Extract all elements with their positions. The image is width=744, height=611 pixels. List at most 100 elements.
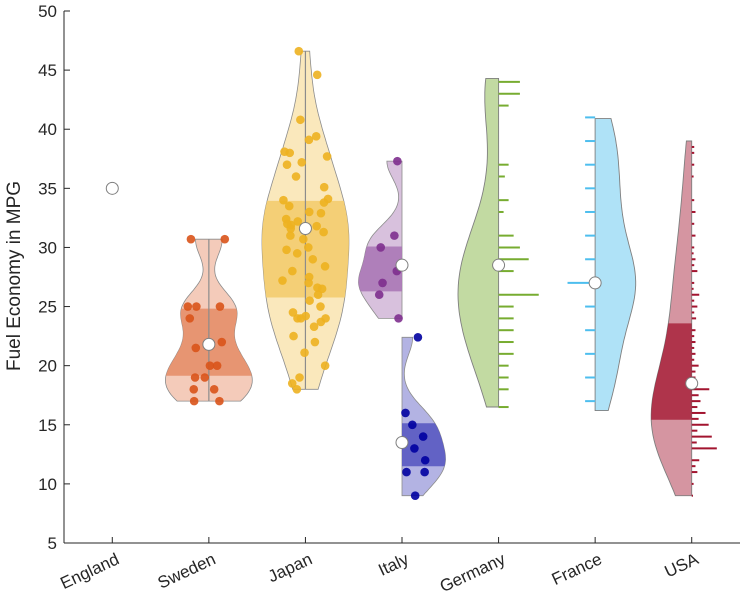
median-marker-sweden [202, 337, 216, 351]
y-tick-label: 10 [38, 475, 57, 494]
data-point [278, 276, 287, 285]
data-point [378, 278, 387, 288]
violin-usa [650, 140, 693, 497]
data-point [287, 379, 297, 388]
data-point [304, 278, 313, 288]
data-point [183, 302, 193, 311]
data-point [292, 249, 302, 258]
data-point [309, 322, 319, 331]
data-point [410, 491, 420, 501]
data-point [374, 290, 384, 300]
data-point [420, 467, 429, 477]
data-point [282, 245, 291, 255]
data-point [410, 444, 419, 453]
data-point [304, 135, 314, 145]
y-tick-label: 50 [38, 2, 57, 21]
data-point [312, 70, 322, 80]
data-point [408, 420, 417, 430]
median-marker-germany [492, 258, 506, 272]
data-point [320, 262, 330, 271]
y-tick-label: 40 [38, 120, 57, 139]
data-point [320, 361, 330, 370]
data-point [311, 132, 321, 141]
x-tick-label-italy: Italy [375, 549, 412, 580]
data-point [418, 432, 428, 441]
y-tick-label: 5 [48, 534, 57, 553]
data-point [192, 302, 201, 311]
data-point [402, 467, 411, 477]
data-point [289, 331, 298, 341]
x-tick-label-usa: USA [662, 549, 702, 581]
data-point [376, 243, 386, 252]
plot-area [105, 46, 717, 501]
data-point [285, 148, 295, 158]
data-point [282, 160, 292, 169]
data-point [212, 361, 222, 370]
data-point [303, 243, 313, 252]
data-point [295, 373, 304, 382]
data-point [284, 201, 294, 211]
median-marker-japan [298, 222, 312, 236]
x-tick-label-france: France [549, 549, 605, 589]
y-tick-label: 15 [38, 416, 57, 435]
median-marker-usa [685, 376, 699, 390]
data-point [185, 314, 195, 323]
data-point [288, 266, 297, 276]
data-point [296, 314, 306, 323]
data-point [191, 343, 201, 353]
data-point [205, 361, 215, 370]
data-point [220, 234, 230, 244]
median-marker-england [105, 181, 119, 195]
data-point [300, 348, 309, 357]
data-point [189, 385, 199, 394]
x-tick-label-england: England [57, 549, 122, 593]
iqr-band-usa [651, 323, 692, 420]
iqr-band-italy-lower-group- [402, 423, 446, 467]
data-point [319, 182, 329, 192]
data-point [215, 396, 224, 406]
data-point [200, 373, 210, 382]
data-point [190, 373, 200, 382]
data-point [308, 254, 318, 264]
y-axis-title: Fuel Economy in MPG [4, 181, 25, 371]
data-point [319, 198, 329, 207]
violin-france [594, 118, 637, 412]
data-point [294, 46, 304, 56]
data-point [286, 224, 296, 233]
data-point [291, 172, 301, 181]
y-tick-label: 45 [38, 61, 57, 80]
data-point [304, 207, 314, 217]
data-point [393, 156, 402, 166]
data-point [319, 227, 328, 237]
data-point [313, 290, 323, 300]
data-point [279, 195, 288, 205]
y-tick-label: 30 [38, 238, 57, 257]
data-point [293, 217, 303, 226]
data-point [215, 302, 225, 311]
data-point [401, 408, 410, 418]
x-tick-label-sweden: Sweden [155, 549, 219, 592]
data-point [316, 317, 326, 327]
y-tick-label: 20 [38, 357, 57, 376]
data-point [292, 385, 302, 394]
data-point [209, 385, 219, 394]
data-point [316, 302, 325, 311]
data-point [186, 234, 196, 244]
x-tick-label-japan: Japan [265, 549, 315, 586]
violin-germany [457, 77, 500, 408]
data-point [299, 234, 308, 244]
data-point [305, 296, 314, 305]
data-point [316, 208, 326, 218]
data-point [390, 231, 399, 240]
data-point [189, 396, 199, 406]
data-point [420, 455, 430, 465]
median-marker-italy [395, 258, 409, 272]
data-point [413, 332, 423, 342]
median-marker-italy-lower-group- [395, 436, 409, 450]
data-point [297, 158, 307, 167]
data-point [296, 115, 305, 125]
x-tick-label-germany: Germany [437, 549, 509, 596]
data-point [322, 152, 332, 161]
y-tick-label: 35 [38, 179, 57, 198]
